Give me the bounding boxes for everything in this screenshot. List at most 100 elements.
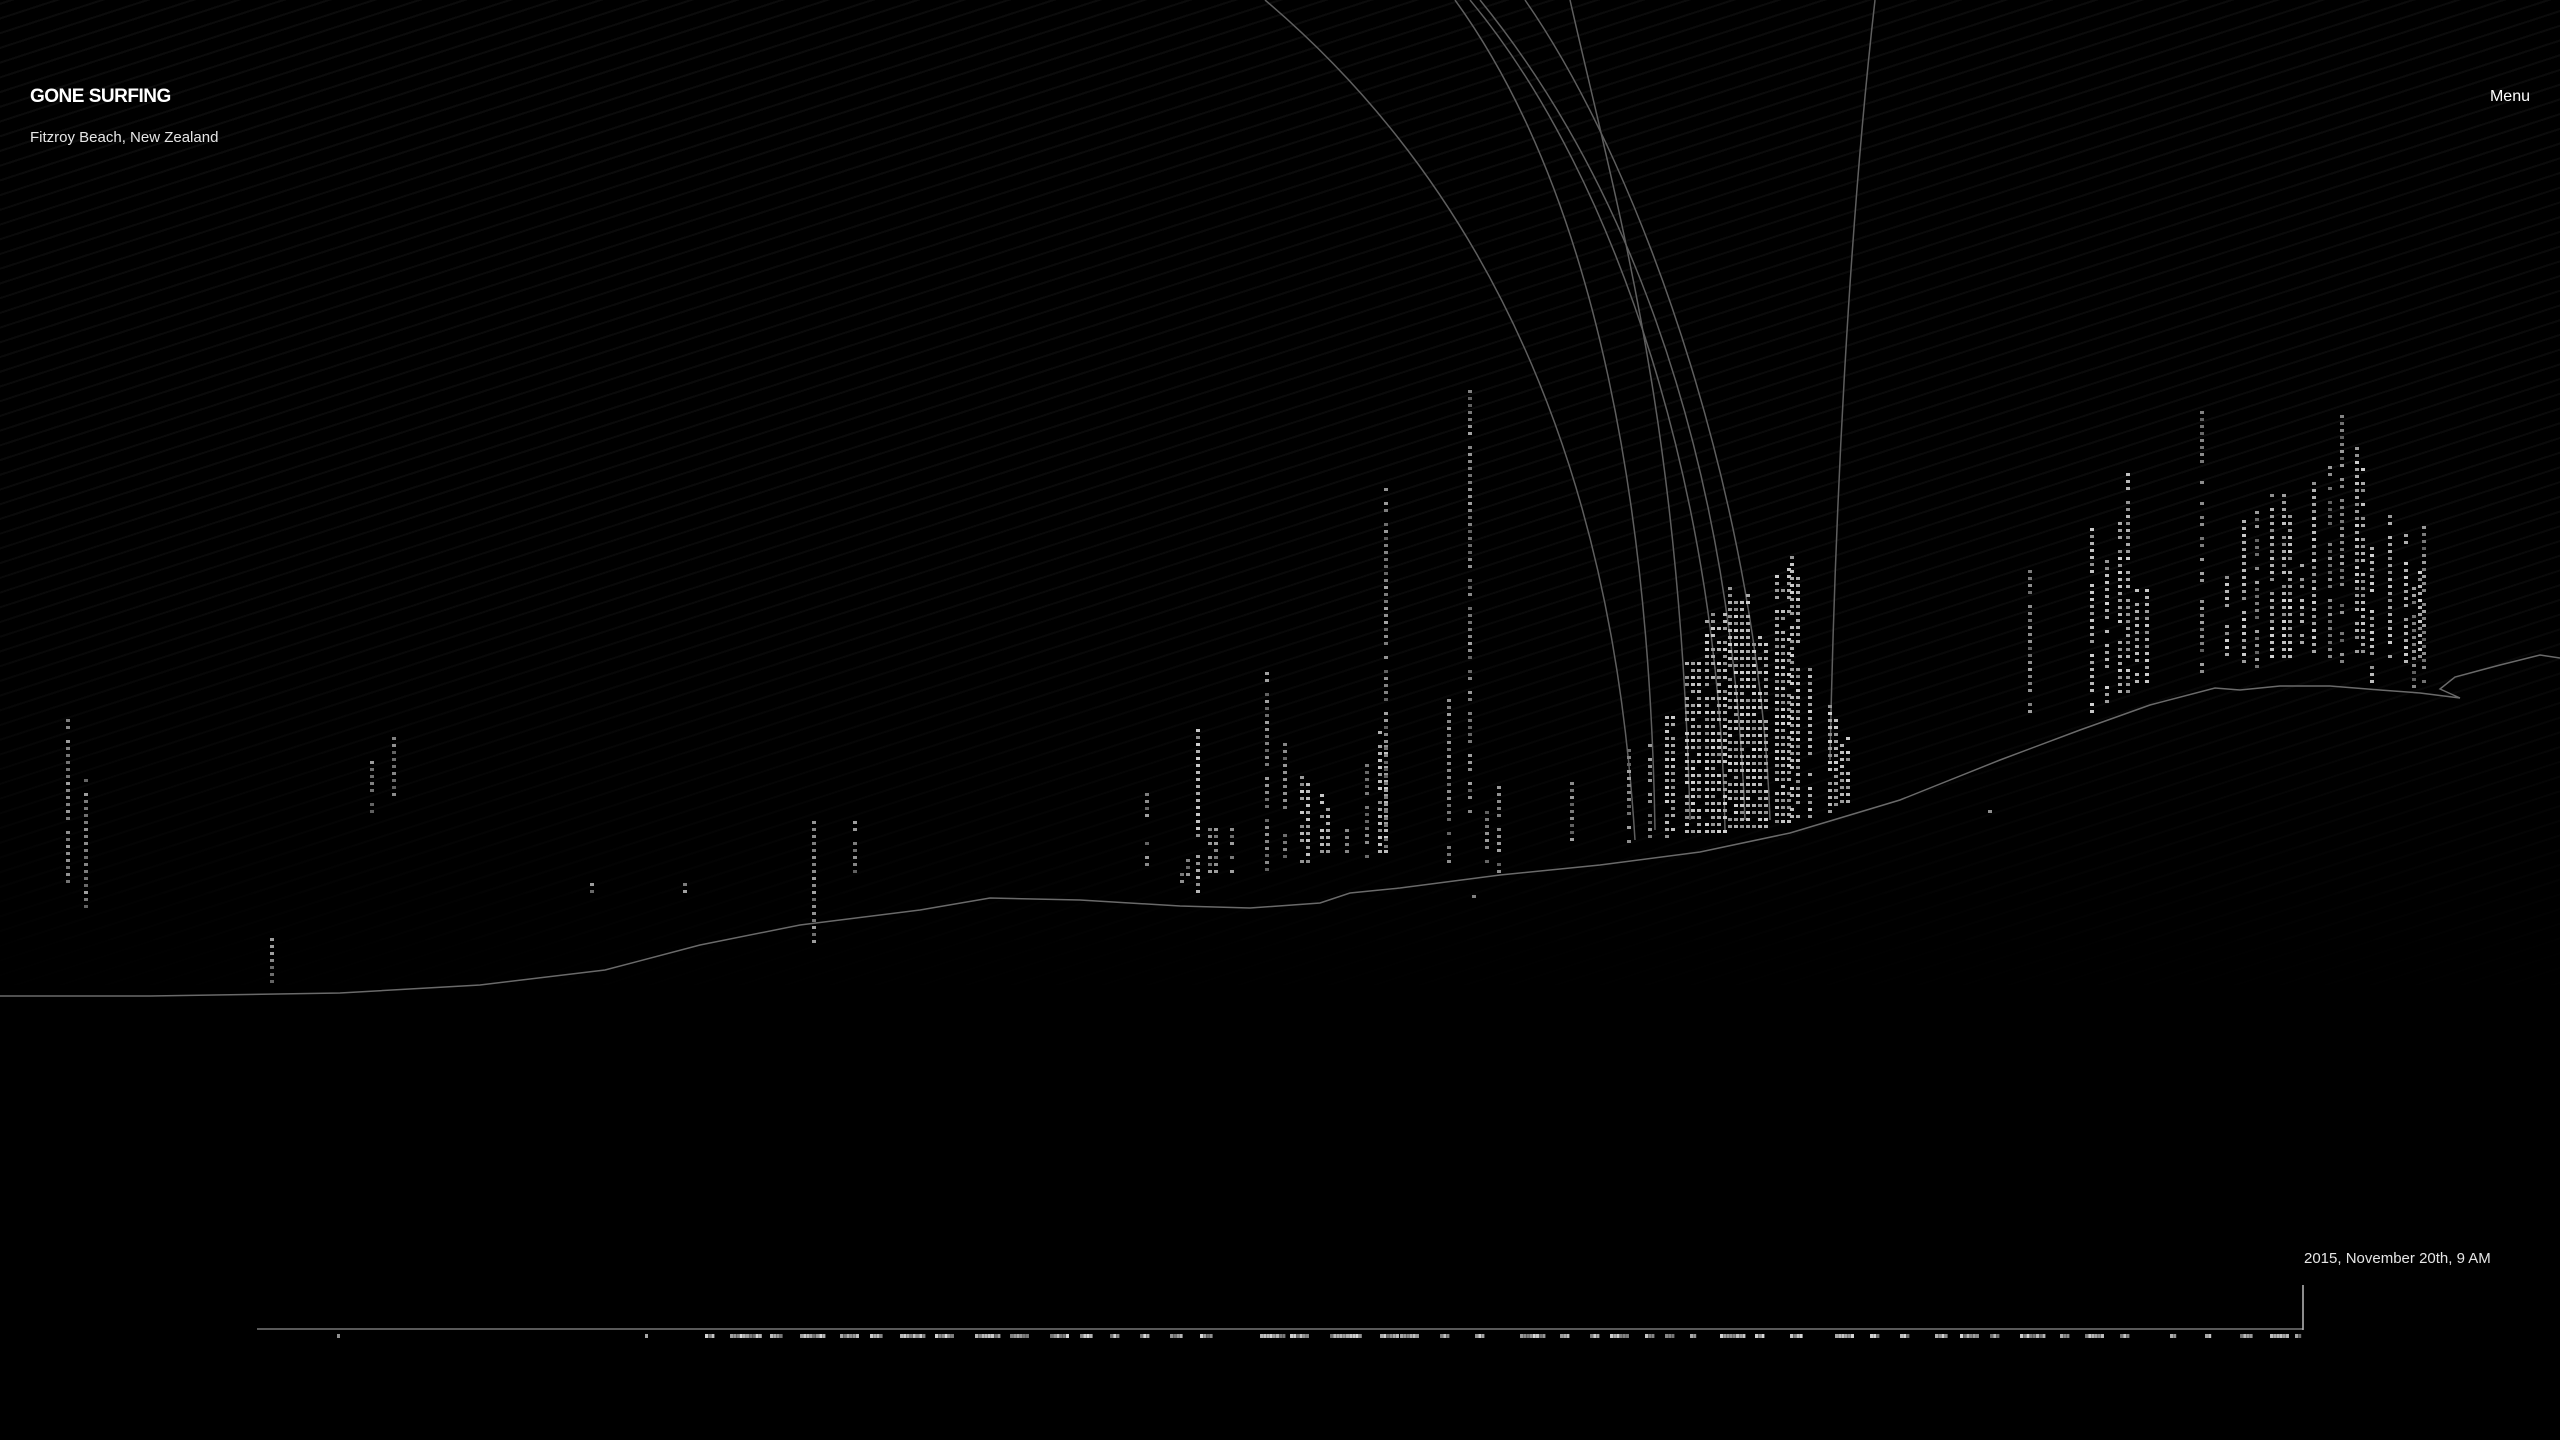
activity-mark <box>1808 752 1812 755</box>
activity-mark <box>2090 626 2094 629</box>
timeline-event-mark <box>1758 1334 1762 1338</box>
activity-mark <box>1781 792 1785 795</box>
activity-mark <box>2118 641 2122 644</box>
activity-mark <box>1705 683 1709 686</box>
activity-mark <box>2028 570 2032 573</box>
activity-mark <box>2200 635 2204 638</box>
activity-mark <box>1728 685 1732 688</box>
activity-mark <box>2340 422 2344 425</box>
activity-mark <box>1764 748 1768 751</box>
activity-mark <box>1384 803 1388 806</box>
activity-mark <box>1300 860 1304 863</box>
activity-mark <box>1746 678 1750 681</box>
activity-mark <box>2135 603 2139 606</box>
activity-mark <box>2404 653 2408 656</box>
activity-mark <box>1764 685 1768 688</box>
activity-mark <box>1711 809 1715 812</box>
activity-mark <box>1265 728 1269 731</box>
activity-mark <box>1485 860 1489 863</box>
activity-mark <box>2388 536 2392 539</box>
activity-mark <box>1711 767 1715 770</box>
activity-mark <box>1468 607 1472 610</box>
activity-mark <box>1781 701 1785 704</box>
timeline-event-mark <box>1622 1334 1626 1338</box>
activity-mark <box>2340 583 2344 586</box>
activity-mark <box>2225 597 2229 600</box>
activity-mark <box>84 800 88 803</box>
activity-mark <box>2126 669 2130 672</box>
activity-mark <box>812 912 816 915</box>
timeline-event-mark <box>919 1334 923 1338</box>
activity-mark <box>1711 746 1715 749</box>
activity-mark <box>2312 650 2316 653</box>
activity-mark <box>1790 647 1794 650</box>
activity-mark <box>2388 578 2392 581</box>
activity-mark <box>270 945 274 948</box>
activity-mark <box>2282 592 2286 595</box>
activity-mark <box>1384 628 1388 631</box>
activity-mark <box>1728 650 1732 653</box>
activity-mark <box>1468 593 1472 596</box>
timeline-event-mark <box>1203 1334 1207 1338</box>
activity-mark <box>2200 516 2204 519</box>
activity-mark <box>2105 560 2109 563</box>
activity-mark <box>1728 643 1732 646</box>
activity-mark <box>1365 834 1369 837</box>
activity-mark <box>1627 756 1631 759</box>
activity-mark <box>1734 671 1738 674</box>
activity-mark <box>1764 692 1768 695</box>
activity-mark <box>1746 713 1750 716</box>
activity-mark <box>1711 725 1715 728</box>
activity-mark <box>2090 605 2094 608</box>
activity-mark <box>2200 537 2204 540</box>
activity-mark <box>1665 814 1669 817</box>
activity-mark <box>1468 782 1472 785</box>
activity-mark <box>1740 643 1744 646</box>
activity-mark <box>1671 814 1675 817</box>
activity-mark <box>1648 828 1652 831</box>
activity-mark <box>1468 740 1472 743</box>
activity-mark <box>1787 820 1791 823</box>
activity-mark <box>1781 673 1785 676</box>
activity-mark <box>2200 411 2204 414</box>
activity-mark <box>1758 804 1762 807</box>
activity-mark <box>2145 673 2149 676</box>
activity-mark <box>1834 740 1838 743</box>
activity-mark <box>2288 550 2292 553</box>
timeline-event-mark <box>1380 1334 1383 1338</box>
activity-mark <box>2200 649 2204 652</box>
activity-mark <box>2355 636 2359 639</box>
timeline-event-mark <box>916 1334 919 1338</box>
timeline-event-mark <box>770 1334 773 1338</box>
activity-mark <box>2361 629 2365 632</box>
activity-mark <box>1740 650 1744 653</box>
activity-mark <box>1468 523 1472 526</box>
activity-mark <box>1384 761 1388 764</box>
timeline[interactable] <box>257 1285 2304 1338</box>
timeline-event-mark <box>2279 1334 2283 1338</box>
activity-mark <box>1570 782 1574 785</box>
activity-mark <box>1846 758 1850 761</box>
activity-mark <box>2388 585 2392 588</box>
activity-mark <box>84 814 88 817</box>
activity-mark <box>1796 794 1800 797</box>
timeline-event-mark <box>2120 1334 2123 1338</box>
activity-mark <box>1671 723 1675 726</box>
menu-button[interactable]: Menu <box>2489 88 2530 105</box>
activity-mark <box>2404 541 2408 544</box>
activity-mark <box>1196 743 1200 746</box>
activity-mark <box>1384 691 1388 694</box>
activity-mark <box>1648 814 1652 817</box>
timeline-event-mark <box>1179 1334 1183 1338</box>
activity-mark <box>2388 543 2392 546</box>
activity-mark <box>2145 610 2149 613</box>
activity-mark <box>1468 411 1472 414</box>
timeline-event-mark <box>1729 1334 1733 1338</box>
activity-mark <box>1711 788 1715 791</box>
activity-mark <box>1196 771 1200 774</box>
activity-mark <box>1468 551 1472 554</box>
activity-mark <box>1740 734 1744 737</box>
activity-mark <box>1705 823 1709 826</box>
activity-mark <box>1834 747 1838 750</box>
activity-mark <box>1627 763 1631 766</box>
